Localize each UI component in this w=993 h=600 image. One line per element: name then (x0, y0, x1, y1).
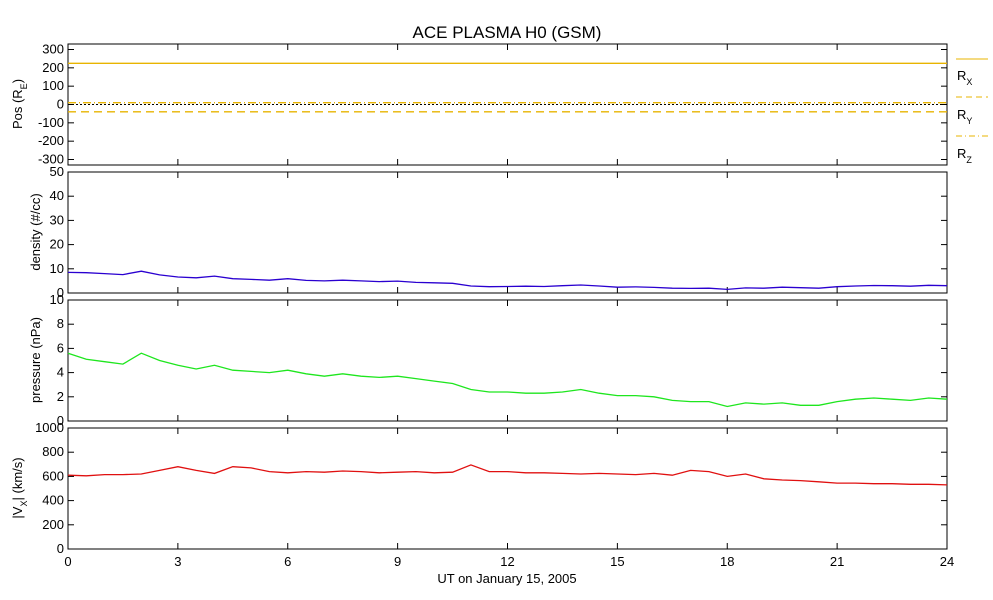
ytick-label: 0 (57, 413, 64, 428)
panel-velocity-ylabel: |VX| (km/s) (10, 457, 29, 518)
ytick-label: 400 (42, 493, 64, 508)
xtick-label: 15 (610, 554, 624, 569)
ytick-label: -200 (38, 133, 64, 148)
panel-velocity-yticks: 1000 800 600 400 200 0 (35, 420, 947, 556)
panel-density-yticks: 50 40 30 20 10 0 (50, 164, 947, 300)
panel-position-yticks: 300 200 100 0 -100 -200 -300 (38, 42, 947, 167)
panel-position: 300 200 100 0 -100 -200 -300 Pos (RE) (10, 42, 948, 167)
ytick-label: 0 (57, 541, 64, 556)
panel-velocity-frame (67, 427, 948, 550)
legend-rx-label: RX (957, 68, 972, 87)
panel-velocity-marks (67, 428, 948, 549)
xtick-label: 0 (64, 554, 71, 569)
ytick-label: 4 (57, 365, 64, 380)
xtick-label: 12 (500, 554, 514, 569)
legend-rz-label: RZ (957, 146, 972, 165)
panel-pressure-yticks: 10 8 6 4 2 0 (50, 292, 947, 428)
ytick-label: 200 (42, 517, 64, 532)
ytick-label: 10 (50, 261, 64, 276)
ytick-label: 800 (42, 444, 64, 459)
panel-pressure-frame (67, 299, 948, 422)
xtick-label: 9 (394, 554, 401, 569)
panel-position-marks (67, 44, 948, 165)
ytick-label: 8 (57, 316, 64, 331)
panel-pressure-marks (67, 300, 948, 421)
ytick-label: 2 (57, 389, 64, 404)
ytick-label: 300 (42, 42, 64, 57)
ytick-label: 0 (57, 97, 64, 112)
ytick-label: 50 (50, 164, 64, 179)
position-legend: RX RY RZ (956, 58, 988, 165)
panel-density-marks (67, 172, 948, 293)
x-axis-ticks: 0 3 6 9 12 15 18 21 24 (64, 554, 954, 569)
ytick-label: 200 (42, 60, 64, 75)
ytick-label: 1000 (35, 420, 64, 435)
x-axis-label: UT on January 15, 2005 (437, 571, 576, 586)
panel-density-frame (67, 171, 948, 294)
ytick-label: 40 (50, 188, 64, 203)
panel-position-ylabel: Pos (RE) (10, 79, 29, 129)
panel-density-ylabel: density (#/cc) (28, 193, 43, 270)
panel-pressure: 10 8 6 4 2 0 pressure (nPa) (28, 292, 948, 428)
ytick-label: 0 (57, 285, 64, 300)
panel-position-frame (67, 43, 948, 166)
panel-density: 50 40 30 20 10 0 density (#/cc) (28, 164, 948, 300)
ytick-label: 100 (42, 78, 64, 93)
legend-ry-label: RY (957, 107, 972, 126)
series-line-panel-2 (67, 352, 948, 408)
ytick-label: 6 (57, 340, 64, 355)
ytick-label: 600 (42, 468, 64, 483)
xtick-label: 3 (174, 554, 181, 569)
ytick-label: 30 (50, 212, 64, 227)
ytick-label: 10 (50, 292, 64, 307)
ytick-label: 20 (50, 237, 64, 252)
series-line-panel-1 (67, 270, 948, 291)
panel-pressure-ylabel: pressure (nPa) (28, 317, 43, 403)
ytick-label: -300 (38, 152, 64, 167)
panel-velocity: 1000 800 600 400 200 0 |VX| (km/s) (10, 420, 948, 556)
ytick-label: -100 (38, 115, 64, 130)
chart-title: ACE PLASMA H0 (GSM) (413, 23, 602, 42)
xtick-label: 18 (720, 554, 734, 569)
xtick-label: 24 (940, 554, 954, 569)
xtick-label: 21 (830, 554, 844, 569)
xtick-label: 6 (284, 554, 291, 569)
series-line-panel-3 (67, 464, 948, 486)
